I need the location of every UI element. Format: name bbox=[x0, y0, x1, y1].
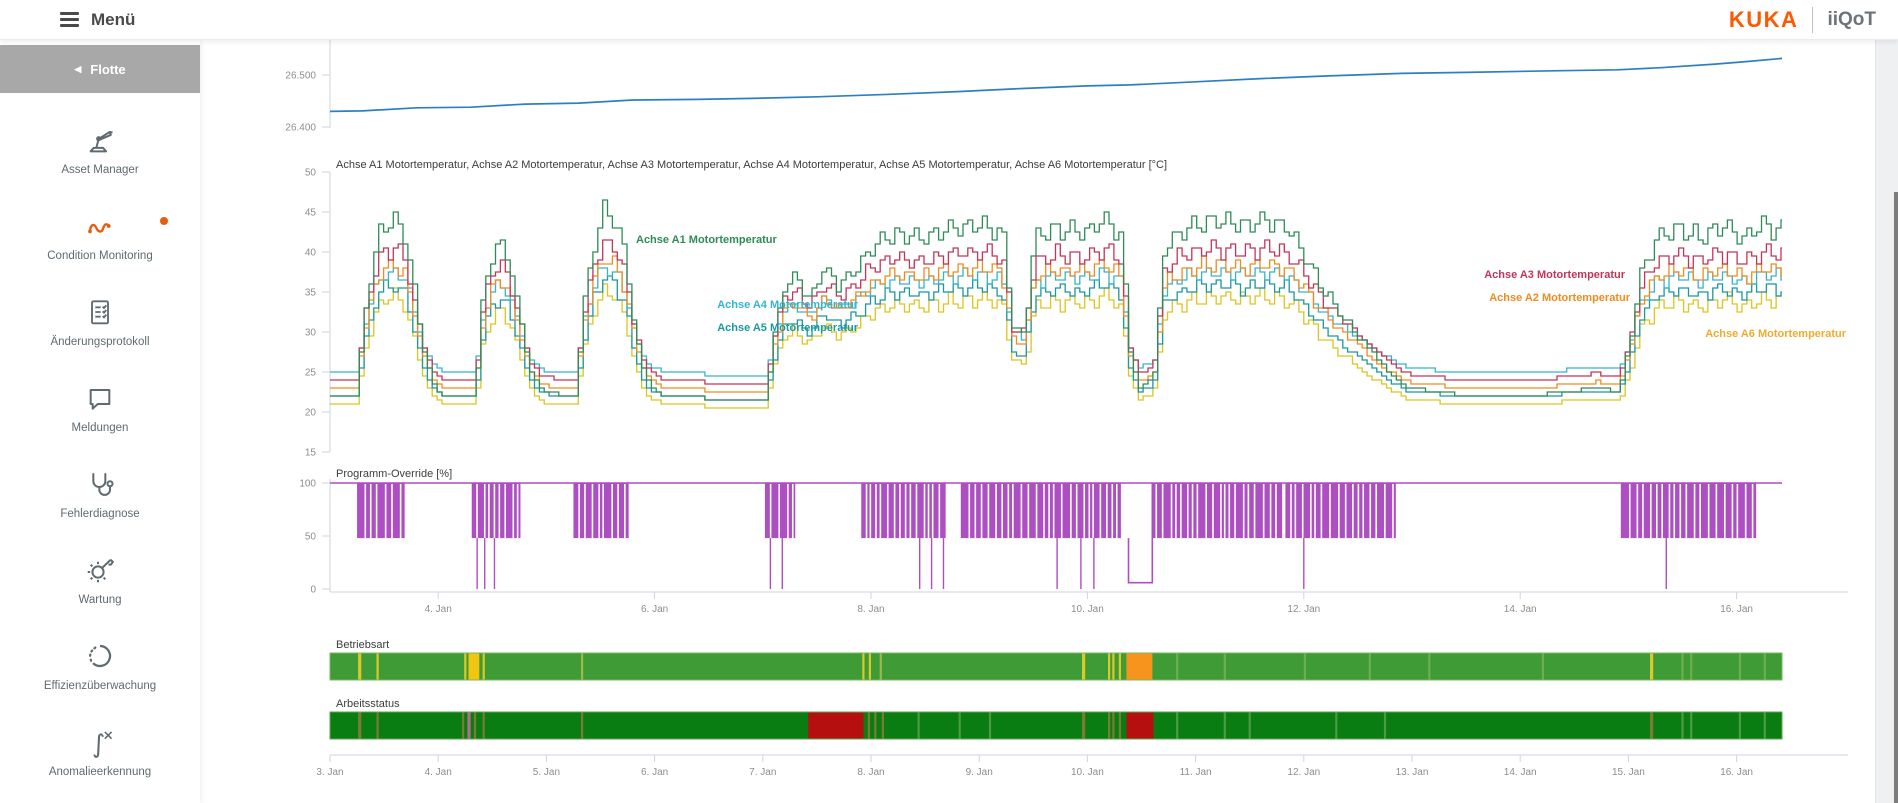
svg-text:Achse A6 Motortemperatur: Achse A6 Motortemperatur bbox=[1705, 328, 1847, 340]
svg-text:8. Jan: 8. Jan bbox=[857, 604, 884, 615]
scrollbar-thumb[interactable] bbox=[1894, 192, 1898, 803]
svg-text:10. Jan: 10. Jan bbox=[1071, 604, 1104, 615]
chart-panel: 26.500 26.400 Achse A1 Motortemperatur, Ac… bbox=[200, 40, 1898, 803]
svg-text:×: × bbox=[103, 728, 114, 743]
sidebar-item-fehlerdiagnose[interactable]: Fehlerdiagnose bbox=[0, 451, 200, 537]
charts-canvas: 26.500 26.400 Achse A1 Motortemperatur, Ac… bbox=[285, 40, 1848, 778]
sine-wave-icon bbox=[84, 210, 116, 242]
svg-text:16. Jan: 16. Jan bbox=[1720, 604, 1753, 615]
sidebar-item-effizienz-berwachung[interactable]: Effizienzüberwachung bbox=[0, 623, 200, 709]
arbeitsstatus-bar: Arbeitsstatus bbox=[329, 698, 1783, 740]
svg-text:45: 45 bbox=[305, 208, 317, 219]
stethoscope-icon bbox=[84, 468, 116, 500]
sidebar-item-label: Wartung bbox=[78, 594, 122, 606]
svg-text:5. Jan: 5. Jan bbox=[533, 767, 560, 778]
svg-text:35: 35 bbox=[305, 288, 317, 299]
temperature-series-line bbox=[330, 199, 1782, 401]
override-chart: Programm-Override [%] 0 50 100 4. Jan 6. Jan 8… bbox=[299, 468, 1848, 615]
bottom-axis: 3. Jan 4. Jan 5. Jan 6. Jan 7. Jan 8. Jan 9. J… bbox=[316, 754, 1848, 778]
sidebar-nav: Asset Manager Condition Monitoring Änderun… bbox=[0, 107, 200, 795]
svg-text:14. Jan: 14. Jan bbox=[1504, 604, 1537, 615]
sidebar-item-nderungsprotokoll[interactable]: Änderungsprotokoll bbox=[0, 279, 200, 365]
sidebar-item-asset-manager[interactable]: Asset Manager bbox=[0, 107, 200, 193]
svg-text:Programm-Override [%]: Programm-Override [%] bbox=[336, 468, 452, 480]
svg-text:4. Jan: 4. Jan bbox=[425, 767, 452, 778]
svg-text:6. Jan: 6. Jan bbox=[641, 767, 668, 778]
svg-text:26.500: 26.500 bbox=[285, 71, 316, 82]
sidebar-item-anomalieerkennung[interactable]: ∫ × Anomalieerkennung bbox=[0, 709, 200, 795]
svg-text:15: 15 bbox=[305, 448, 317, 459]
svg-text:10. Jan: 10. Jan bbox=[1071, 767, 1104, 778]
svg-text:15. Jan: 15. Jan bbox=[1612, 767, 1645, 778]
sidebar-item-label: Fehlerdiagnose bbox=[60, 508, 140, 520]
svg-text:30: 30 bbox=[305, 328, 317, 339]
sidebar-item-condition-monitoring[interactable]: Condition Monitoring bbox=[0, 193, 200, 279]
brand-divider bbox=[1812, 6, 1814, 33]
clipboard-check-icon bbox=[84, 296, 116, 328]
temperature-series-line bbox=[330, 239, 1782, 385]
svg-text:Arbeitsstatus: Arbeitsstatus bbox=[336, 698, 400, 710]
temperature-series-line bbox=[330, 283, 1782, 409]
sidebar-item-label: Condition Monitoring bbox=[47, 250, 153, 262]
menu-label: Menü bbox=[91, 9, 136, 29]
temperature-series-line bbox=[330, 267, 1782, 377]
betriebsart-bar: Betriebsart bbox=[329, 639, 1783, 681]
menu-button[interactable]: Menü bbox=[60, 10, 135, 30]
sidebar-item-label: Asset Manager bbox=[61, 164, 139, 176]
fleet-back-label: Flotte bbox=[90, 61, 126, 77]
svg-text:Betriebsart: Betriebsart bbox=[336, 639, 389, 651]
svg-text:50: 50 bbox=[305, 532, 317, 543]
active-indicator-dot bbox=[160, 217, 168, 225]
sidebar-item-label: Meldungen bbox=[71, 422, 129, 434]
svg-text:4. Jan: 4. Jan bbox=[425, 604, 452, 615]
svg-text:Achse A1 Motortemperatur: Achse A1 Motortemperatur bbox=[636, 234, 778, 246]
kuka-logo: KUKA bbox=[1728, 6, 1799, 32]
hours-chart: 26.500 26.400 bbox=[285, 40, 1783, 134]
product-name: iiQoT bbox=[1827, 8, 1876, 30]
svg-text:Achse A2 Motortemperatur: Achse A2 Motortemperatur bbox=[1489, 292, 1631, 304]
hamburger-icon bbox=[60, 12, 79, 27]
svg-text:25: 25 bbox=[305, 368, 317, 379]
svg-text:Achse A3 Motortemperatur: Achse A3 Motortemperatur bbox=[1484, 269, 1626, 281]
dashed-circle-icon bbox=[84, 640, 116, 672]
svg-text:13. Jan: 13. Jan bbox=[1396, 767, 1429, 778]
svg-text:∫: ∫ bbox=[92, 729, 105, 758]
svg-text:7. Jan: 7. Jan bbox=[749, 767, 776, 778]
svg-text:11. Jan: 11. Jan bbox=[1180, 767, 1212, 778]
svg-text:6. Jan: 6. Jan bbox=[641, 604, 668, 615]
sidebar-item-label: Änderungsprotokoll bbox=[50, 336, 150, 348]
svg-text:0: 0 bbox=[310, 585, 316, 596]
back-arrow-icon: ◀ bbox=[74, 63, 82, 74]
temperature-chart: Achse A1 Motortemperatur, Achse A2 Motor… bbox=[305, 159, 1847, 459]
svg-text:20: 20 bbox=[305, 408, 317, 419]
svg-text:Achse A4 Motortemperatur: Achse A4 Motortemperatur bbox=[717, 299, 859, 311]
sidebar-item-meldungen[interactable]: Meldungen bbox=[0, 365, 200, 451]
sidebar-item-label: Effizienzüberwachung bbox=[43, 680, 157, 692]
svg-text:9. Jan: 9. Jan bbox=[966, 767, 993, 778]
sidebar-item-wartung[interactable]: Wartung bbox=[0, 537, 200, 623]
scrollbar-track[interactable] bbox=[1875, 40, 1898, 803]
sidebar-item-label: Anomalieerkennung bbox=[48, 766, 152, 778]
svg-text:26.400: 26.400 bbox=[285, 123, 316, 134]
svg-text:12. Jan: 12. Jan bbox=[1287, 604, 1320, 615]
sidebar: ◀ Flotte Asset Manager Condition Monitori… bbox=[0, 40, 200, 803]
gear-wrench-icon bbox=[84, 554, 116, 586]
svg-text:Achse A5 Motortemperatur: Achse A5 Motortemperatur bbox=[717, 322, 859, 334]
svg-text:100: 100 bbox=[299, 479, 316, 490]
svg-text:40: 40 bbox=[305, 248, 317, 259]
svg-text:12. Jan: 12. Jan bbox=[1287, 767, 1320, 778]
brand-area: KUKA iiQoT bbox=[1728, 6, 1876, 33]
svg-text:8. Jan: 8. Jan bbox=[857, 767, 884, 778]
svg-text:50: 50 bbox=[305, 168, 317, 179]
svg-text:3. Jan: 3. Jan bbox=[316, 767, 343, 778]
svg-text:14. Jan: 14. Jan bbox=[1504, 767, 1537, 778]
svg-text:Achse A1 Motortemperatur, Achs: Achse A1 Motortemperatur, Achse A2 Motor… bbox=[336, 159, 1167, 171]
fleet-back-button[interactable]: ◀ Flotte bbox=[0, 45, 200, 93]
svg-text:16. Jan: 16. Jan bbox=[1720, 767, 1753, 778]
integral-x-icon: ∫ × bbox=[84, 726, 116, 758]
speech-bubble-icon bbox=[84, 382, 116, 414]
top-bar: Menü KUKA iiQoT bbox=[0, 0, 1898, 40]
robot-arm-icon bbox=[84, 124, 116, 156]
